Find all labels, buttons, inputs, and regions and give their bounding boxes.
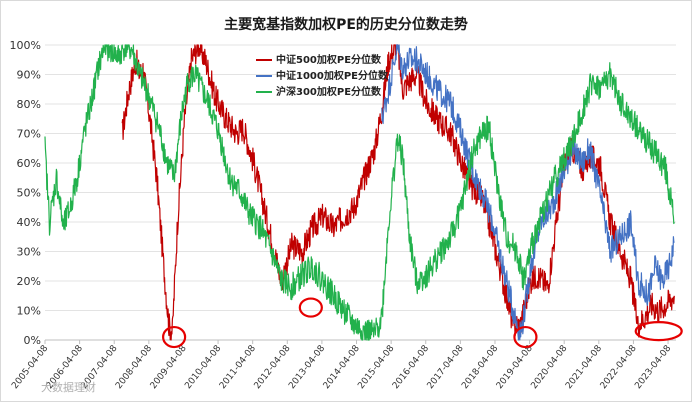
series-lines [44, 44, 675, 341]
y-tick-label: 90% [17, 69, 41, 82]
y-tick-label: 20% [17, 275, 41, 288]
series-line-1 [381, 44, 675, 341]
y-tick-label: 100% [10, 39, 41, 52]
watermark: 大数据理财 [41, 380, 96, 394]
y-tick-label: 30% [17, 246, 41, 259]
highlight-ellipse-1 [298, 297, 323, 318]
legend-label-0: 中证500加权PE分位数 [276, 53, 382, 66]
x-tick-label: 2023-04-08 [633, 343, 673, 391]
y-tick-label: 80% [17, 98, 41, 111]
legend-label-2: 沪深300加权PE分位数 [276, 85, 382, 98]
y-tick-label: 0% [24, 334, 41, 347]
highlight-circles [162, 297, 683, 349]
highlight-ellipse-0 [162, 325, 187, 349]
y-tick-label: 60% [17, 157, 41, 170]
highlight-ellipse-2 [513, 325, 538, 349]
y-tick-label: 50% [17, 187, 41, 200]
y-tick-label: 70% [17, 128, 41, 141]
y-axis-ticks: 0% 10% 20% 30% 40% 50% 60% 70% 80% 90% 100% [10, 39, 41, 347]
series-line-2 [44, 44, 675, 341]
chart-title: 主要宽基指数加权PE的历史分位数走势 [224, 16, 468, 33]
highlight-ellipse-3 [634, 321, 683, 342]
grid [45, 44, 676, 341]
legend-label-1: 中证1000加权PE分位数 [276, 69, 389, 82]
y-tick-label: 10% [17, 305, 41, 318]
y-tick-label: 40% [17, 216, 41, 229]
x-axis-ticks: 2005-04-082006-04-082007-04-082008-04-08… [10, 340, 674, 391]
